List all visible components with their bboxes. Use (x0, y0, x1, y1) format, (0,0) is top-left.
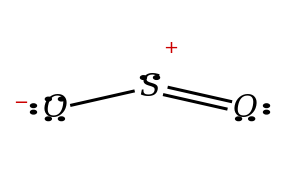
Circle shape (45, 97, 51, 101)
Circle shape (58, 117, 64, 120)
Circle shape (154, 76, 160, 79)
Text: O: O (232, 93, 258, 124)
Text: −: − (13, 94, 28, 112)
Circle shape (236, 117, 242, 120)
Circle shape (249, 117, 255, 120)
Circle shape (140, 76, 146, 79)
Circle shape (58, 97, 64, 101)
Text: S: S (140, 72, 160, 103)
Text: O: O (42, 93, 68, 124)
Circle shape (31, 110, 37, 114)
Circle shape (263, 110, 269, 114)
Text: +: + (163, 39, 178, 57)
Circle shape (45, 117, 51, 120)
Circle shape (263, 104, 269, 108)
Circle shape (31, 104, 37, 108)
